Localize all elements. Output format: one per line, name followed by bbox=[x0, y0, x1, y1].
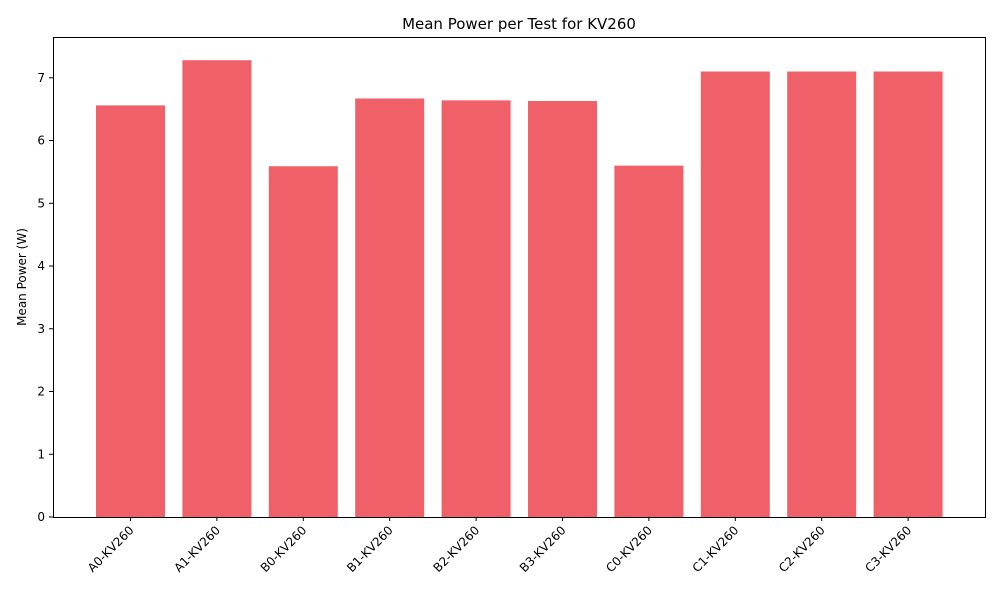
x-tick-label: B1-KV260 bbox=[344, 523, 396, 575]
x-tick-label: B3-KV260 bbox=[517, 523, 569, 575]
bar-c3-kv260 bbox=[873, 71, 943, 518]
x-tick-label: A0-KV260 bbox=[85, 523, 137, 575]
x-tick-label: C2-KV260 bbox=[776, 523, 828, 575]
y-tick-label: 6 bbox=[37, 134, 45, 148]
x-tick-label: C3-KV260 bbox=[862, 523, 914, 575]
x-axis-ticks: A0-KV260 A1-KV260 B0-KV260 B1-KV260 B2-KV260… bbox=[85, 517, 914, 575]
x-tick-label: A1-KV260 bbox=[171, 523, 223, 575]
x-tick-label: B0-KV260 bbox=[258, 523, 310, 575]
bar-b3-kv260 bbox=[528, 101, 597, 517]
bars-layer bbox=[96, 60, 943, 518]
y-tick-label: 2 bbox=[37, 385, 45, 399]
y-tick-label: 4 bbox=[37, 259, 45, 273]
y-axis-label: Mean Power (W) bbox=[15, 228, 29, 326]
y-axis-ticks: 0 1 2 3 4 5 6 7 bbox=[37, 71, 53, 524]
bar-b1-kv260 bbox=[355, 98, 425, 517]
y-tick-label: 7 bbox=[37, 71, 45, 85]
x-tick-label: B2-KV260 bbox=[430, 523, 482, 575]
x-tick-label: C0-KV260 bbox=[603, 523, 655, 575]
plot-frame bbox=[53, 37, 986, 518]
bar-c0-kv260 bbox=[614, 165, 684, 518]
chart-title: Mean Power per Test for KV260 bbox=[402, 15, 636, 33]
bar-c2-kv260 bbox=[787, 71, 857, 518]
y-tick-label: 1 bbox=[37, 447, 45, 461]
bar-a0-kv260 bbox=[96, 105, 165, 518]
bar-b2-kv260 bbox=[441, 100, 511, 517]
y-tick-label: 0 bbox=[37, 510, 45, 524]
y-tick-label: 5 bbox=[37, 196, 45, 210]
bar-b0-kv260 bbox=[268, 166, 338, 518]
x-tick-label: C1-KV260 bbox=[690, 523, 742, 575]
bar-c1-kv260 bbox=[700, 71, 770, 518]
y-tick-label: 3 bbox=[37, 322, 45, 336]
bar-a1-kv260 bbox=[182, 60, 252, 517]
